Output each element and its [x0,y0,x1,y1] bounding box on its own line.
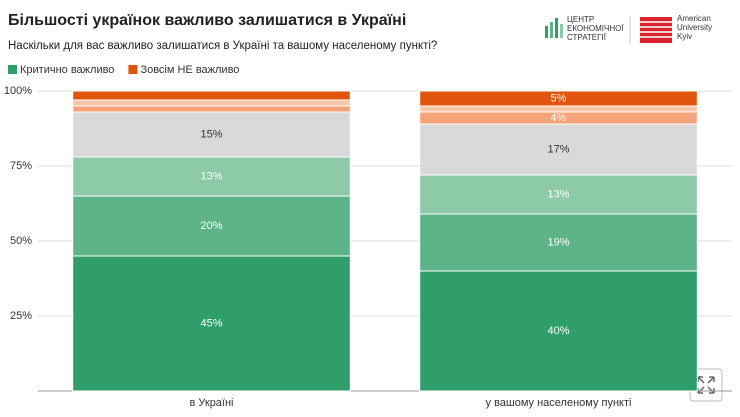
bar-segment [72,111,351,158]
bar-segment [72,255,351,392]
bar-segment [419,213,698,272]
logo-text: University [677,23,712,32]
data-label: 13% [547,188,569,200]
data-label: 19% [547,236,569,248]
legend-swatch [128,65,138,74]
logo-text: American [677,14,711,23]
x-tick-label: в Україні [189,397,233,409]
bar-segment [72,90,351,101]
y-tick-label: 100% [4,85,32,97]
bar-segment [419,123,698,176]
bar-segment [72,105,351,113]
logo-text: СТРАТЕГІЇ [567,33,607,42]
bar-segment [419,90,698,107]
bar-segment [419,270,698,392]
cse-logo: ЦЕНТР ЕКОНОМІЧНОЇ СТРАТЕГІЇ [545,15,624,42]
data-label: 5% [551,92,567,104]
data-label: 17% [547,143,569,155]
y-tick-label: 75% [10,160,32,172]
bar-segment [72,195,351,257]
data-label: 13% [200,170,222,182]
expand-button[interactable] [689,368,723,402]
data-label: 45% [200,317,222,329]
auk-logo: American University Kyiv [640,14,712,43]
legend-label: Критично важливо [20,64,114,76]
legend-swatch [8,65,17,74]
logo-text: ЦЕНТР [567,15,594,24]
data-label: 20% [200,220,222,232]
data-label: 15% [200,128,222,140]
legend-label: Зовсім НЕ важливо [140,64,239,76]
data-label: 4% [551,112,567,124]
data-label: 40% [547,325,569,337]
chart-subtitle: Наскільки для вас важливо залишатися в У… [8,40,437,52]
logo-text: ЕКОНОМІЧНОЇ [567,24,624,33]
y-tick-label: 25% [10,310,32,322]
logo-text: Kyiv [677,32,692,41]
bar-segment [419,105,698,113]
bar-segment [72,99,351,107]
x-tick-label: у вашому населеному пункті [486,397,632,409]
y-tick-label: 50% [10,235,32,247]
chart-title: Більшості українок важливо залишатися в … [8,12,406,29]
bar-segment [72,156,351,197]
